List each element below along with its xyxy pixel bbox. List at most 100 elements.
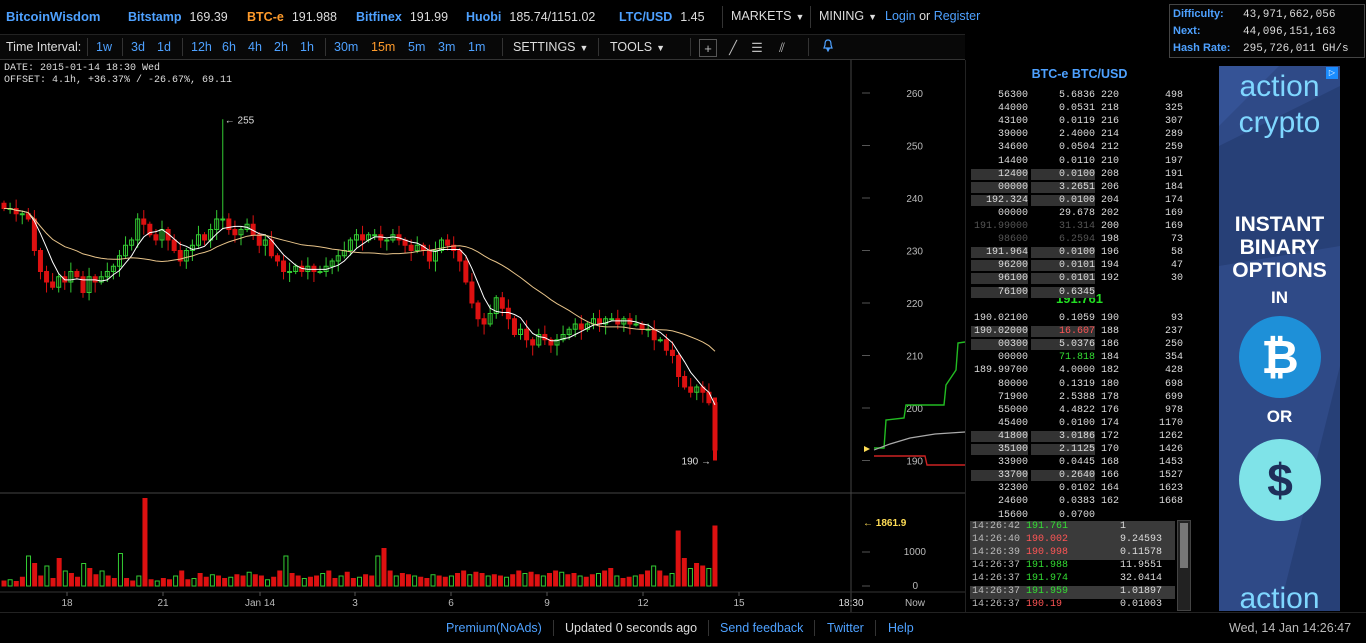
horizontal-lines-icon[interactable]: ☰ [751,40,763,55]
interval-12h[interactable]: 12h [191,40,212,54]
interval-3m[interactable]: 3m [438,40,456,54]
interval-15m[interactable]: 15m [371,40,396,54]
candle-body [256,234,262,246]
login-link[interactable]: Login [885,9,916,23]
advertisement[interactable]: ▷ action crypto INSTANT BINARY OPTIONS I… [1219,66,1340,611]
settings-menu[interactable]: SETTINGS ▼ [513,40,588,54]
order-sum: 184 [1164,181,1183,193]
bid-order-row[interactable]: 32300 0.0102 164 1623 [971,483,1186,496]
bid-order-row[interactable]: 55000 4.4822 176 978 [971,405,1186,418]
interval-1h[interactable]: 1h [300,40,314,54]
fan-tool-icon[interactable]: ⫽ [779,40,785,55]
bid-order-row[interactable]: 41800 3.0186 172 1262 [971,430,1186,444]
bid-order-row[interactable]: 00000 71.818 184 354 [971,352,1186,365]
tools-menu[interactable]: TOOLS ▼ [610,40,665,54]
ask-order-row[interactable]: 98600 6.2594 198 73 [971,234,1186,247]
volume-bar [565,574,571,587]
order-price: 24600 [997,496,1028,508]
premium-link[interactable]: Premium(NoAds) [446,621,542,635]
price-chart[interactable]: 260 250 240 230 220 210 200 190 1000 0 18 21 Jan 14 3… [0,60,965,612]
bid-order-row[interactable]: 33700 0.2640 166 1527 [971,470,1186,483]
ask-order-row[interactable]: 56300 5.6836 220 498 [971,90,1186,103]
volume-bar [350,578,356,587]
exchange-name: LTC/USD [619,10,673,24]
exchange-ltcusd[interactable]: LTC/USD 1.45 [619,10,705,24]
ask-order-row[interactable]: 34600 0.0504 212 259 [971,142,1186,155]
order-amount: 5.6836 [1058,90,1095,101]
help-link[interactable]: Help [888,621,914,635]
ask-order-row[interactable]: 39000 2.4000 214 289 [971,129,1186,142]
volume-bar [81,563,87,587]
order-level: 208 [1101,168,1120,180]
ask-order-row[interactable]: 96200 0.0101 194 47 [971,260,1186,273]
price-tick-label: 190 [906,457,923,468]
exchange-huobi[interactable]: Huobi 185.74/1151.02 [466,10,595,24]
order-level: 176 [1101,404,1120,416]
line-tool-icon[interactable]: ╱ [729,40,737,55]
ask-order-row[interactable]: 14400 0.0110 210 197 [971,156,1186,169]
bid-order-row[interactable]: 35100 2.1125 170 1426 [971,444,1186,457]
trade-row: 14:26:37 190.19 0.01003 [970,599,1175,611]
bid-order-row[interactable]: 24600 0.0383 162 1668 [971,496,1186,509]
ask-order-row[interactable]: 191.964 0.0100 196 58 [971,247,1186,260]
interval-1w[interactable]: 1w [96,40,112,54]
interval-1d[interactable]: 1d [157,40,171,54]
volume-bar [393,575,399,587]
twitter-link[interactable]: Twitter [827,621,864,635]
interval-5m[interactable]: 5m [408,40,426,54]
logo[interactable]: BitcoinWisdom [6,9,101,24]
bell-icon[interactable] [819,39,837,57]
ask-order-row[interactable]: 00000 3.2651 206 184 [971,181,1186,195]
chart-canvas[interactable]: 260 250 240 230 220 210 200 190 1000 0 18 21 Jan 14 3… [0,60,965,612]
candle-body [287,271,293,273]
ad-brand-line2: crypto [1238,106,1321,139]
order-sum: 699 [1164,391,1183,403]
markets-menu[interactable]: MARKETS ▼ [731,9,804,23]
ask-order-row[interactable]: 44000 0.0531 218 325 [971,103,1186,116]
interval-30m[interactable]: 30m [334,40,359,54]
bid-order-row[interactable]: 71900 2.5388 178 699 [971,392,1186,405]
bid-order-row[interactable]: 00300 5.0376 186 250 [971,339,1186,352]
order-amount: 71.818 [1058,352,1095,364]
trades-scrollbar[interactable] [1177,520,1191,611]
volume-bar [461,570,467,587]
feedback-link[interactable]: Send feedback [720,621,804,635]
bid-order-row[interactable]: 33900 0.0445 168 1453 [971,457,1186,470]
ask-order-row[interactable]: 96100 0.0101 192 30 [971,273,1186,286]
exchange-bitfinex[interactable]: Bitfinex 191.99 [356,10,448,24]
interval-1m[interactable]: 1m [468,40,486,54]
exchange-btce[interactable]: BTC-e 191.988 [247,10,337,24]
mining-menu[interactable]: MINING ▼ [819,9,877,23]
ad-choices-icon[interactable]: ▷ [1326,67,1338,79]
trade-row: 14:26:37 191.959 1.01897 [970,586,1175,599]
interval-4h[interactable]: 4h [248,40,262,54]
bid-order-row[interactable]: 80000 0.1319 180 698 [971,379,1186,392]
volume-bar [620,578,626,587]
exchange-bitstamp[interactable]: Bitstamp 169.39 [128,10,228,24]
crosshair-icon[interactable]: + [699,39,717,57]
ask-order-row[interactable]: 191.99000 31.314 200 169 [971,221,1186,234]
time-tick-label: Jan 14 [245,598,275,609]
register-link[interactable]: Register [933,9,981,23]
volume-bar [571,573,577,587]
order-amount: 0.0100 [1031,194,1095,206]
scrollbar-thumb[interactable] [1180,523,1188,568]
bid-order-row[interactable]: 190.02100 0.1059 190 93 [971,313,1186,326]
ask-order-row[interactable]: 192.324 0.0100 204 174 [971,194,1186,208]
bid-order-row[interactable]: 189.99700 4.0000 182 428 [971,365,1186,378]
order-level: 198 [1101,234,1120,246]
interval-2h[interactable]: 2h [274,40,288,54]
bid-order-row[interactable]: 15600 0.0700 [971,510,1186,523]
volume-bar [467,574,473,587]
ask-order-row[interactable]: 12400 0.0100 208 191 [971,168,1186,182]
ask-order-row[interactable]: 76100 0.6345 [971,286,1186,300]
order-sum: 1623 [1158,483,1183,495]
ask-order-row[interactable]: 43100 0.0119 216 307 [971,116,1186,129]
ask-order-row[interactable]: 00000 29.678 202 169 [971,208,1186,221]
order-sum: 289 [1164,129,1183,141]
bid-order-row[interactable]: 190.02000 16.607 188 237 [971,326,1186,339]
bid-order-row[interactable]: 45400 0.0100 174 1170 [971,418,1186,431]
interval-6h[interactable]: 6h [222,40,236,54]
interval-3d[interactable]: 3d [131,40,145,54]
order-price: 12400 [971,168,1028,180]
